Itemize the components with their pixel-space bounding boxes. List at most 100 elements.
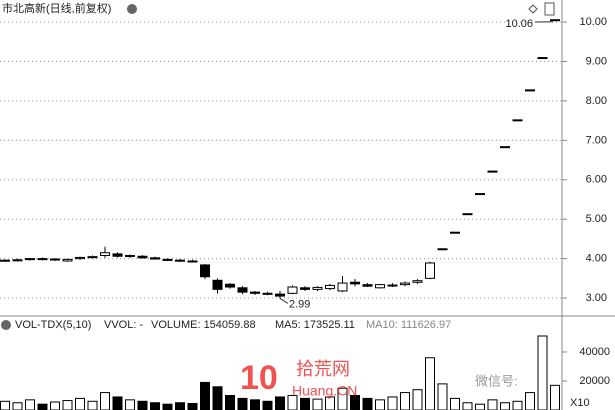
candle-body <box>262 292 273 295</box>
volume-bar <box>100 392 110 410</box>
volume-bar <box>112 396 123 410</box>
y-tick-label: 10.00 <box>579 16 607 28</box>
volume-bar <box>200 381 210 410</box>
candle-body <box>512 119 523 122</box>
watermark: 微信号: <box>475 373 518 388</box>
volume-bar <box>437 383 448 410</box>
volume-bar <box>137 400 148 410</box>
volume-header: MA5: 173525.11 <box>275 319 355 331</box>
volume-header: VOLUME: 154059.88 <box>151 319 256 331</box>
candle-body <box>87 256 98 259</box>
volume-bar <box>75 397 85 410</box>
candle-body <box>100 252 110 256</box>
candle-body <box>200 264 210 278</box>
volume-bar <box>237 397 248 410</box>
annotation-arrow <box>279 298 289 304</box>
candle-body <box>412 280 423 283</box>
candle-body <box>12 259 23 262</box>
volume-bar <box>550 384 560 410</box>
volume-bar <box>362 397 373 410</box>
candle-body <box>50 258 60 261</box>
candle-body <box>387 284 398 287</box>
candle-body <box>162 258 173 261</box>
volume-bar <box>187 402 198 410</box>
menu-icon[interactable] <box>127 4 137 14</box>
candle-body <box>425 262 435 279</box>
candle-body <box>250 291 260 294</box>
chart-title: 市北高新(日线,前复权) <box>2 1 111 15</box>
y-tick-label: 8.00 <box>586 95 607 107</box>
y-tick-label: 3.00 <box>586 292 607 304</box>
candle-body <box>112 253 123 257</box>
y-tick-label: 5.00 <box>586 213 607 225</box>
candle-body <box>400 282 410 286</box>
candle-body <box>475 193 485 196</box>
candle-body <box>225 283 235 288</box>
volume-bar <box>175 402 185 410</box>
volume-bar <box>475 403 485 410</box>
volume-bar <box>425 357 435 410</box>
candle-body <box>375 284 385 289</box>
volume-bar <box>37 403 48 410</box>
volume-bar <box>87 400 98 410</box>
candle-body <box>487 170 498 173</box>
volume-title: VOL-TDX(5,10) <box>15 319 91 331</box>
volume-header: MA10: 111626.97 <box>366 319 451 331</box>
candle-body <box>287 286 298 294</box>
candle-body <box>300 287 310 290</box>
candle-body <box>137 255 148 259</box>
candle-body <box>337 282 348 292</box>
candle-body <box>537 57 548 60</box>
volume-bar <box>312 398 323 410</box>
volume-bar <box>250 399 260 410</box>
unit-label: X10 <box>570 397 590 409</box>
watermark: 拾荒网 <box>296 359 350 379</box>
volume-bar <box>262 400 273 410</box>
annotation: 2.99 <box>289 298 310 310</box>
candle-body <box>450 231 460 234</box>
y-tick-label: 9.00 <box>586 55 607 67</box>
volume-bar <box>300 397 310 410</box>
candle-body <box>550 19 560 22</box>
volume-bar <box>387 396 398 410</box>
candle-body <box>350 281 360 285</box>
candle-body <box>462 213 473 216</box>
candle-body <box>500 146 510 149</box>
y-tick-label: 4.00 <box>586 253 607 265</box>
watermark: Huang.CN <box>292 383 357 399</box>
candle-body <box>0 259 10 262</box>
volume-bar <box>125 399 135 410</box>
marks: 3.00 4.00 5.00 6.00 7.00 8.00 9.00 10.00 10.06 2.… <box>0 16 610 410</box>
volume-bar <box>225 394 235 410</box>
volume-bar <box>375 399 385 410</box>
y-tick-label: 6.00 <box>586 174 607 186</box>
volume-bar <box>400 392 410 410</box>
menu-icon[interactable] <box>1 320 11 330</box>
candle-body <box>312 286 323 290</box>
volume-bar <box>150 402 160 410</box>
volume-bar <box>537 335 548 410</box>
panel-icon[interactable] <box>544 2 555 16</box>
candle-body <box>325 284 335 290</box>
candle-body <box>25 258 35 261</box>
candle-body <box>275 293 285 297</box>
candle-body <box>237 287 248 293</box>
volume-bar <box>412 389 423 410</box>
candle-body <box>125 254 135 257</box>
volume-bar <box>325 396 335 410</box>
candle-body <box>187 260 198 263</box>
volume-bar <box>275 396 285 410</box>
candle-body <box>175 259 185 262</box>
candle-body <box>37 258 48 261</box>
volume-bar <box>0 400 10 410</box>
volume-bar <box>212 386 223 410</box>
diamond-icon[interactable] <box>528 4 538 14</box>
volume-bar <box>462 402 473 410</box>
candle-body <box>362 284 373 287</box>
y-tick-label: 20000 <box>579 375 610 387</box>
volume-bar <box>162 403 173 410</box>
y-tick-label: 40000 <box>579 346 610 358</box>
volume-bar <box>525 392 535 410</box>
